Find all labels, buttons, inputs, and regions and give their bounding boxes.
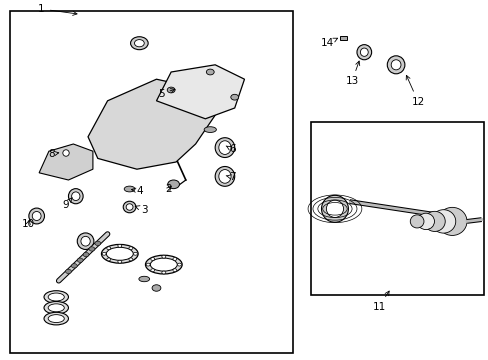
Circle shape (146, 263, 150, 266)
Circle shape (206, 69, 214, 75)
Text: 11: 11 (371, 291, 388, 312)
Ellipse shape (219, 141, 231, 154)
Circle shape (150, 269, 154, 272)
Text: 1: 1 (38, 4, 77, 15)
Circle shape (106, 258, 110, 261)
Ellipse shape (360, 48, 367, 57)
Ellipse shape (145, 255, 182, 274)
Ellipse shape (219, 170, 231, 183)
Text: 12: 12 (406, 75, 424, 107)
Text: 7: 7 (226, 172, 235, 182)
Circle shape (177, 263, 181, 266)
Ellipse shape (437, 207, 466, 235)
Ellipse shape (215, 166, 234, 186)
Circle shape (102, 252, 106, 255)
Ellipse shape (77, 233, 94, 249)
Ellipse shape (32, 212, 41, 220)
Circle shape (129, 247, 133, 249)
Ellipse shape (71, 192, 80, 201)
Ellipse shape (48, 293, 64, 301)
Ellipse shape (81, 237, 90, 246)
Ellipse shape (44, 302, 68, 314)
Circle shape (129, 258, 133, 261)
Ellipse shape (62, 150, 69, 156)
Circle shape (173, 257, 177, 260)
Circle shape (152, 285, 161, 291)
Ellipse shape (409, 215, 423, 228)
Ellipse shape (106, 247, 133, 260)
Ellipse shape (390, 60, 400, 70)
Circle shape (167, 87, 175, 93)
Ellipse shape (48, 304, 64, 312)
Ellipse shape (386, 56, 404, 74)
Ellipse shape (423, 211, 444, 231)
Polygon shape (88, 79, 215, 169)
Ellipse shape (101, 244, 138, 263)
Ellipse shape (68, 189, 83, 204)
Ellipse shape (29, 208, 44, 224)
Bar (310, 122, 483, 295)
Ellipse shape (321, 195, 347, 222)
Ellipse shape (356, 45, 371, 60)
Circle shape (77, 258, 83, 262)
Polygon shape (339, 36, 346, 40)
Text: 13: 13 (345, 61, 359, 86)
Text: 10: 10 (22, 219, 35, 229)
Circle shape (134, 40, 144, 47)
Text: 8: 8 (48, 149, 59, 159)
Circle shape (118, 260, 122, 263)
Text: 4: 4 (131, 186, 142, 196)
Ellipse shape (44, 312, 68, 325)
Circle shape (106, 247, 110, 249)
Circle shape (95, 241, 101, 246)
Circle shape (133, 252, 137, 255)
Text: 9: 9 (62, 198, 72, 210)
Text: 2: 2 (165, 184, 172, 194)
Ellipse shape (430, 210, 455, 233)
Ellipse shape (139, 276, 149, 282)
Circle shape (167, 180, 179, 189)
Polygon shape (39, 144, 93, 180)
Circle shape (118, 244, 122, 247)
Circle shape (65, 269, 71, 274)
Ellipse shape (124, 186, 135, 192)
Polygon shape (156, 65, 244, 119)
Ellipse shape (60, 147, 72, 159)
Text: 14: 14 (320, 38, 337, 48)
Ellipse shape (44, 291, 68, 303)
Circle shape (83, 252, 89, 257)
Text: 3: 3 (135, 204, 147, 215)
Ellipse shape (150, 258, 177, 271)
Circle shape (230, 94, 238, 100)
Bar (10, 11, 293, 353)
Ellipse shape (215, 138, 234, 158)
Ellipse shape (123, 201, 136, 213)
Circle shape (162, 255, 165, 258)
Circle shape (150, 257, 154, 260)
Ellipse shape (204, 127, 216, 132)
Text: 6: 6 (225, 144, 235, 154)
Circle shape (173, 269, 177, 272)
Circle shape (130, 37, 148, 50)
Circle shape (89, 247, 95, 251)
Circle shape (162, 271, 165, 274)
Ellipse shape (126, 204, 133, 210)
Ellipse shape (326, 200, 343, 217)
Ellipse shape (416, 213, 433, 230)
Text: 5: 5 (158, 89, 175, 99)
Circle shape (71, 264, 77, 268)
Ellipse shape (48, 315, 64, 323)
